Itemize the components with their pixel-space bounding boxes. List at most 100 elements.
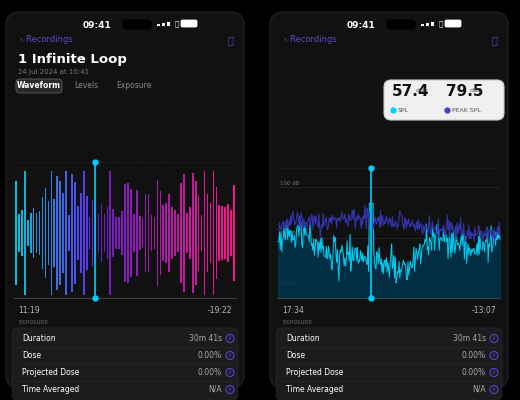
Text: dBC: dBC xyxy=(470,88,483,92)
Text: 0.00%: 0.00% xyxy=(462,351,486,360)
Text: Levels: Levels xyxy=(74,82,98,90)
Text: Dose: Dose xyxy=(286,351,305,360)
Bar xyxy=(218,205,220,261)
Bar xyxy=(36,214,37,252)
Bar xyxy=(142,218,144,248)
Bar xyxy=(100,204,102,262)
Text: Waveform: Waveform xyxy=(17,82,61,90)
Bar xyxy=(68,215,70,251)
Bar xyxy=(233,185,235,281)
Bar xyxy=(45,188,46,278)
Text: Duration: Duration xyxy=(286,334,320,343)
Bar xyxy=(162,23,164,26)
Text: Dose: Dose xyxy=(22,351,41,360)
Text: 0.00%: 0.00% xyxy=(462,368,486,377)
FancyBboxPatch shape xyxy=(123,20,151,29)
Bar xyxy=(27,220,29,246)
Text: 30m 41s: 30m 41s xyxy=(453,334,486,343)
Text: ⎋: ⎋ xyxy=(227,35,233,45)
Bar xyxy=(107,207,108,259)
Bar xyxy=(168,194,170,272)
Text: 09:41: 09:41 xyxy=(83,20,111,30)
Text: 0.00%: 0.00% xyxy=(198,368,222,377)
Bar xyxy=(186,214,188,252)
Bar xyxy=(39,211,41,255)
Bar xyxy=(192,173,193,293)
Bar xyxy=(115,217,117,249)
Bar xyxy=(30,213,32,253)
Text: 令: 令 xyxy=(175,21,179,27)
Bar xyxy=(136,190,138,276)
Text: i: i xyxy=(229,370,231,375)
Bar xyxy=(98,214,99,252)
Text: i: i xyxy=(493,336,495,341)
FancyBboxPatch shape xyxy=(12,328,238,400)
Text: 令: 令 xyxy=(439,21,443,27)
FancyBboxPatch shape xyxy=(387,20,415,29)
Bar xyxy=(421,24,423,26)
Bar xyxy=(109,170,111,295)
Bar xyxy=(92,200,94,266)
Bar xyxy=(103,214,105,252)
Text: 50 dB: 50 dB xyxy=(280,282,296,286)
Bar xyxy=(54,198,55,268)
Text: 79.5: 79.5 xyxy=(446,84,484,100)
Bar xyxy=(57,176,58,290)
Bar xyxy=(189,206,191,260)
Text: 75 dB: 75 dB xyxy=(280,231,296,236)
Text: ‹ Recordings: ‹ Recordings xyxy=(284,36,337,44)
Text: SPL: SPL xyxy=(398,108,409,112)
Bar xyxy=(95,203,96,263)
Bar xyxy=(127,183,129,283)
Bar xyxy=(124,184,126,282)
Bar xyxy=(118,217,120,249)
Bar xyxy=(165,203,167,263)
Text: i: i xyxy=(229,387,231,392)
Bar xyxy=(139,216,140,250)
Bar xyxy=(162,206,164,260)
Text: Time Averaged: Time Averaged xyxy=(22,385,79,394)
Bar xyxy=(215,187,217,279)
Text: Projected Dose: Projected Dose xyxy=(22,368,80,377)
FancyBboxPatch shape xyxy=(270,12,508,388)
Bar xyxy=(171,207,173,259)
Bar xyxy=(177,214,179,252)
Bar xyxy=(80,194,82,272)
Text: 17:34: 17:34 xyxy=(282,306,304,315)
Bar xyxy=(42,196,43,270)
Bar xyxy=(222,206,223,260)
Bar xyxy=(224,208,226,258)
FancyBboxPatch shape xyxy=(445,20,461,27)
Bar xyxy=(157,24,160,26)
Text: 24 Jul 2024 at 10:41: 24 Jul 2024 at 10:41 xyxy=(18,69,89,75)
Bar xyxy=(195,180,197,286)
Text: dBA: dBA xyxy=(416,88,428,92)
Bar xyxy=(33,208,34,258)
Text: 30m 41s: 30m 41s xyxy=(189,334,222,343)
FancyBboxPatch shape xyxy=(384,80,504,120)
Bar xyxy=(426,23,428,26)
Bar xyxy=(167,22,170,26)
Bar xyxy=(74,182,76,284)
Bar xyxy=(210,202,211,264)
Text: EXPOSURE: EXPOSURE xyxy=(18,320,48,325)
Text: 57.4: 57.4 xyxy=(392,84,430,100)
Bar xyxy=(204,170,205,295)
FancyBboxPatch shape xyxy=(6,12,244,388)
Text: i: i xyxy=(229,336,231,341)
FancyBboxPatch shape xyxy=(16,79,62,93)
Bar xyxy=(48,201,49,265)
Text: 100 dB: 100 dB xyxy=(280,181,300,186)
Text: i: i xyxy=(493,353,495,358)
Bar xyxy=(206,194,209,272)
Text: N/A: N/A xyxy=(472,385,486,394)
Text: 09:41: 09:41 xyxy=(347,20,375,30)
Bar xyxy=(133,214,135,252)
Text: Projected Dose: Projected Dose xyxy=(286,368,343,377)
Bar xyxy=(71,174,73,292)
Bar xyxy=(83,170,85,295)
Bar xyxy=(174,210,176,256)
FancyBboxPatch shape xyxy=(181,20,197,27)
Text: i: i xyxy=(229,353,231,358)
Text: PEAK SPL: PEAK SPL xyxy=(452,108,481,112)
